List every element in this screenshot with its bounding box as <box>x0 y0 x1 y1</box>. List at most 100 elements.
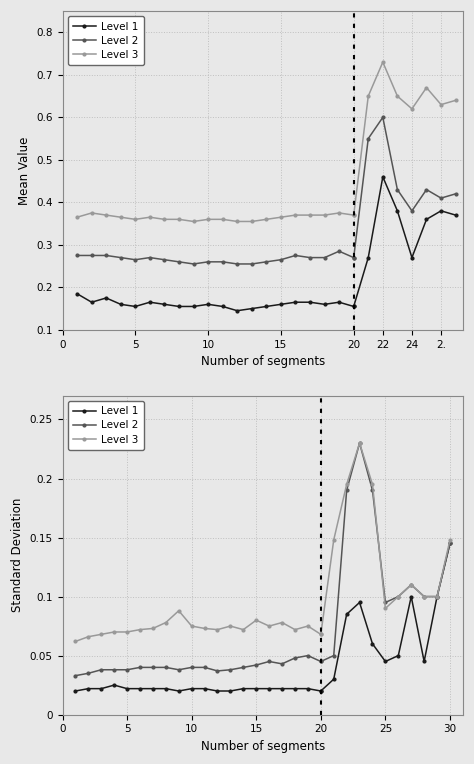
Level 1 <box>266 684 272 693</box>
Level 3 <box>189 621 194 630</box>
Level 1 <box>264 302 269 311</box>
Level 3 <box>318 630 324 639</box>
Level 2 <box>137 663 143 672</box>
Level 2 <box>74 251 80 260</box>
Level 1 <box>205 299 211 309</box>
Level 3 <box>292 211 298 220</box>
Level 3 <box>147 212 153 222</box>
Level 3 <box>202 624 208 633</box>
Level 3 <box>191 217 196 226</box>
Level 1 <box>132 302 138 311</box>
Level 1 <box>74 289 80 298</box>
Level 3 <box>73 637 78 646</box>
Level 3 <box>322 211 328 220</box>
Level 3 <box>220 215 226 224</box>
Legend: Level 1, Level 2, Level 3: Level 1, Level 2, Level 3 <box>68 16 144 65</box>
Legend: Level 1, Level 2, Level 3: Level 1, Level 2, Level 3 <box>68 401 144 450</box>
Y-axis label: Mean Value: Mean Value <box>18 136 31 205</box>
Line: Level 1: Level 1 <box>74 684 322 692</box>
Level 2 <box>318 657 324 666</box>
Level 2 <box>150 663 156 672</box>
Level 1 <box>279 684 285 693</box>
Level 2 <box>336 247 342 256</box>
Level 1 <box>162 299 167 309</box>
Level 1 <box>85 684 91 693</box>
Level 1 <box>234 306 240 316</box>
X-axis label: Number of segments: Number of segments <box>201 740 325 753</box>
Level 3 <box>278 212 284 222</box>
Line: Level 3: Level 3 <box>76 212 355 223</box>
Level 3 <box>132 215 138 224</box>
Level 2 <box>292 251 298 260</box>
Level 2 <box>322 253 328 262</box>
Level 1 <box>336 298 342 307</box>
Level 3 <box>176 606 182 615</box>
Level 2 <box>292 653 298 662</box>
Line: Level 2: Level 2 <box>76 250 355 265</box>
Level 2 <box>220 257 226 267</box>
Level 2 <box>305 651 311 660</box>
Level 1 <box>147 298 153 307</box>
Level 3 <box>111 627 117 636</box>
Level 1 <box>278 299 284 309</box>
Level 2 <box>132 255 138 264</box>
Level 2 <box>147 253 153 262</box>
Level 1 <box>220 302 226 311</box>
Level 1 <box>215 686 220 695</box>
Level 3 <box>305 621 311 630</box>
Level 1 <box>176 302 182 311</box>
Level 3 <box>336 209 342 218</box>
Level 2 <box>307 253 313 262</box>
Level 2 <box>234 260 240 269</box>
Level 3 <box>118 212 124 222</box>
Level 2 <box>264 257 269 267</box>
Level 2 <box>162 255 167 264</box>
Level 3 <box>85 632 91 641</box>
Level 3 <box>137 625 143 634</box>
Level 3 <box>124 627 130 636</box>
Level 2 <box>111 665 117 675</box>
Level 3 <box>74 212 80 222</box>
Line: Level 1: Level 1 <box>76 293 355 312</box>
Level 1 <box>254 684 259 693</box>
Level 2 <box>254 660 259 669</box>
Level 1 <box>292 684 298 693</box>
Level 2 <box>266 657 272 666</box>
Level 3 <box>162 215 167 224</box>
Level 2 <box>279 659 285 668</box>
Level 1 <box>307 298 313 307</box>
Level 2 <box>351 253 356 262</box>
Level 1 <box>150 684 156 693</box>
Level 1 <box>137 684 143 693</box>
Level 2 <box>176 665 182 675</box>
Level 1 <box>318 686 324 695</box>
Level 3 <box>266 621 272 630</box>
Level 3 <box>249 217 255 226</box>
Level 3 <box>351 211 356 220</box>
Level 3 <box>89 209 94 218</box>
Level 3 <box>215 625 220 634</box>
Level 2 <box>124 665 130 675</box>
Level 1 <box>351 302 356 311</box>
Level 2 <box>73 671 78 680</box>
Level 2 <box>202 663 208 672</box>
Level 3 <box>307 211 313 220</box>
Level 2 <box>118 253 124 262</box>
Y-axis label: Standard Deviation: Standard Deviation <box>11 498 24 613</box>
Level 2 <box>240 663 246 672</box>
Level 1 <box>189 684 194 693</box>
Level 2 <box>176 257 182 267</box>
Level 1 <box>176 686 182 695</box>
Level 3 <box>254 616 259 625</box>
Level 3 <box>240 625 246 634</box>
Level 1 <box>124 684 130 693</box>
Level 2 <box>89 251 94 260</box>
Level 3 <box>176 215 182 224</box>
Level 2 <box>249 260 255 269</box>
Level 1 <box>191 302 196 311</box>
Level 1 <box>202 684 208 693</box>
Level 2 <box>205 257 211 267</box>
Level 2 <box>215 666 220 675</box>
Level 3 <box>228 621 233 630</box>
Level 2 <box>163 663 169 672</box>
